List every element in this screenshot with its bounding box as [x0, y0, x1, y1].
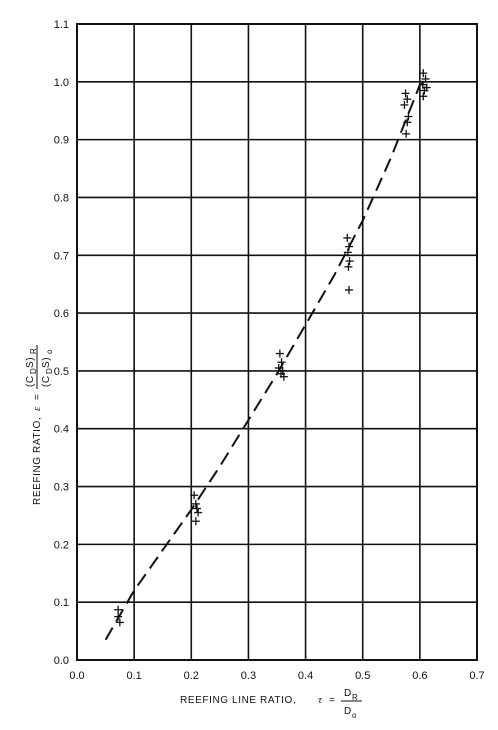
data-point-plus	[421, 74, 430, 83]
plot-frame	[76, 23, 478, 661]
y-axis-label-text: REEFING RATIO,	[32, 417, 43, 505]
y-axis-ticks: 0.0 0.1 0.2 0.3 0.4 0.5 0.6 0.7 0.8 0.9 1.0 1.1	[54, 19, 69, 667]
data-point-plus	[419, 69, 428, 78]
y-tick-label: 0.8	[54, 192, 69, 204]
y-axis-frac-top-b: S)	[25, 357, 36, 368]
y-axis-frac-top: (C D S) R	[25, 348, 38, 387]
x-tick-label: 0.0	[69, 670, 84, 682]
data-point-plus	[344, 262, 353, 271]
x-axis-frac-bottom-sub: o	[352, 711, 357, 720]
data-point-plus	[343, 233, 352, 242]
grid	[76, 23, 478, 661]
y-axis-symbol: ε	[31, 406, 43, 411]
y-axis-frac-bottom: (C D S) o	[41, 349, 54, 387]
x-axis-label-text: REEFING LINE RATIO,	[180, 695, 296, 706]
x-tick-label: 0.4	[298, 670, 313, 682]
data-markers	[114, 69, 431, 627]
data-point-plus	[277, 358, 286, 367]
y-axis-frac-bottom-sub1: D	[45, 368, 54, 374]
y-tick-label: 0.0	[54, 655, 69, 667]
data-point-plus	[114, 605, 123, 614]
y-axis-equals: =	[32, 394, 43, 400]
y-tick-label: 0.7	[54, 250, 69, 262]
y-axis-frac-top-sub2: R	[29, 348, 38, 354]
y-tick-label: 0.9	[54, 135, 69, 147]
data-point-plus	[193, 504, 201, 513]
y-tick-label: 1.1	[54, 19, 69, 31]
data-point-plus	[400, 100, 409, 109]
data-point-plus	[401, 89, 410, 98]
y-tick-label: 0.3	[54, 482, 69, 494]
data-point-plus	[420, 86, 429, 95]
data-point-plus	[345, 257, 354, 266]
x-tick-label: 0.7	[469, 670, 484, 682]
data-point-plus	[114, 612, 123, 621]
y-tick-label: 0.4	[54, 424, 69, 436]
x-axis-equals: =	[329, 695, 335, 706]
y-axis-frac-top-a: (C	[25, 375, 36, 387]
data-point-plus	[345, 285, 353, 294]
x-tick-label: 0.2	[184, 670, 199, 682]
data-point-plus	[404, 112, 413, 121]
y-tick-label: 1.0	[54, 77, 69, 89]
data-point-plus	[115, 618, 124, 627]
data-point-plus	[402, 129, 411, 138]
y-axis-frac-bottom-b: S)	[41, 357, 52, 368]
dashed-trend-curve	[104, 80, 427, 641]
data-point-plus	[403, 118, 412, 127]
x-axis-frac-top: D	[344, 688, 352, 699]
data-point-plus	[345, 242, 353, 251]
y-tick-label: 0.5	[54, 366, 69, 378]
data-point-plus	[279, 372, 288, 381]
x-tick-label: 0.1	[126, 670, 141, 682]
y-axis-frac-bottom-a: (C	[41, 375, 52, 387]
y-tick-label: 0.2	[54, 539, 69, 551]
x-axis-frac-top-sub: R	[352, 693, 358, 702]
y-axis-label: REEFING RATIO, ε = (C D S) R (C D S) o	[25, 345, 54, 505]
y-tick-label: 0.6	[54, 308, 69, 320]
x-axis-symbol: τ	[318, 694, 323, 706]
data-point-plus	[419, 92, 428, 101]
data-point-plus	[191, 517, 200, 526]
data-point-plus	[191, 499, 200, 508]
data-point-plus	[190, 491, 199, 500]
data-point-plus	[343, 248, 352, 257]
x-axis-frac-bottom: D	[344, 706, 352, 717]
x-tick-label: 0.5	[355, 670, 370, 682]
x-tick-label: 0.3	[241, 670, 256, 682]
data-point-plus	[403, 95, 412, 104]
y-axis-frac-top-sub1: D	[29, 368, 38, 374]
x-tick-label: 0.6	[412, 670, 427, 682]
y-tick-label: 0.1	[54, 597, 69, 609]
data-point-plus	[275, 349, 284, 358]
x-axis-label: REEFING LINE RATIO, τ = D R D o	[180, 688, 362, 720]
y-axis-frac-bottom-sub2: o	[45, 349, 54, 354]
x-axis-ticks: 0.0 0.1 0.2 0.3 0.4 0.5 0.6 0.7	[69, 670, 484, 682]
data-point-plus	[194, 508, 203, 517]
